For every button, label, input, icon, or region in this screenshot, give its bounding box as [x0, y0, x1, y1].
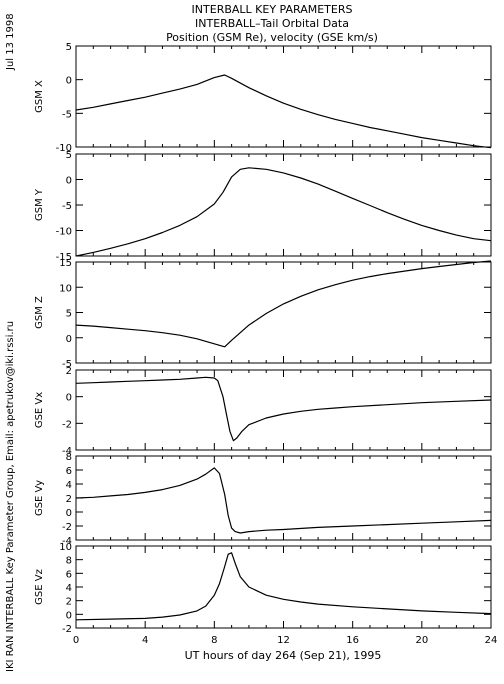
y-tick-label: -15 [56, 252, 72, 263]
y-axis-label: GSE Vy [34, 480, 45, 516]
title-line-3: Position (GSM Re), velocity (GSE km/s) [166, 31, 378, 44]
x-axis-label: UT hours of day 264 (Sep 21), 1995 [185, 649, 382, 662]
panel-6: -2 0 2 4 6 8 10 GSE Vz [34, 542, 492, 635]
panel-frame [75, 261, 492, 364]
y-tick-label: 0 [66, 176, 72, 187]
x-tick-label: 4 [142, 635, 148, 646]
title-line-2: INTERBALL–Tail Orbital Data [195, 17, 349, 30]
x-tick-label: 16 [346, 635, 359, 646]
panel-4: -4 -2 0 2 GSE Vx [34, 366, 492, 457]
x-tick-label: 12 [277, 635, 290, 646]
y-tick-label: 4 [66, 583, 72, 594]
y-axis-label: GSM Y [34, 188, 45, 221]
series-line [75, 74, 492, 149]
y-tick-label: 0 [66, 76, 72, 87]
y-tick-label: 8 [66, 556, 72, 567]
y-tick-label: 0 [66, 334, 72, 345]
y-tick-label: -10 [56, 143, 72, 154]
y-tick-label: 0 [66, 610, 72, 621]
y-tick-label: 6 [66, 569, 72, 580]
panel-frame [75, 369, 492, 451]
y-tick-label: 0 [66, 508, 72, 519]
series-line [75, 467, 492, 534]
y-axis-label: GSE Vx [34, 392, 45, 428]
y-axis-label: GSM Z [34, 296, 45, 329]
panel-frame [75, 45, 492, 148]
y-tick-label: -10 [56, 227, 72, 238]
series-line [75, 552, 492, 621]
date-stamp: Jul 13 1998 [5, 13, 16, 71]
y-tick-label: -4 [62, 536, 72, 547]
title-line-1: INTERBALL KEY PARAMETERS [192, 3, 353, 16]
y-tick-label: 5 [66, 150, 72, 161]
y-tick-label: -5 [62, 109, 72, 120]
y-tick-label: 6 [66, 466, 72, 477]
panel-1: -10 -5 0 5 GSM X [34, 42, 492, 154]
y-tick-label: 10 [59, 542, 72, 553]
series-line [75, 376, 492, 442]
x-tick-label: 24 [485, 635, 498, 646]
y-tick-label: -2 [62, 419, 72, 430]
y-tick-label: 5 [66, 42, 72, 53]
y-tick-label: 10 [59, 283, 72, 294]
y-tick-label: 5 [66, 309, 72, 320]
panel-3: -5 0 5 10 15 GSM Z [34, 258, 492, 370]
series-line [75, 167, 492, 257]
y-tick-label: 2 [66, 366, 72, 377]
y-axis-label: GSM X [34, 80, 45, 113]
y-tick-label: 2 [66, 597, 72, 608]
panel-frame [75, 455, 492, 541]
y-tick-label: 2 [66, 494, 72, 505]
y-tick-label: -2 [62, 522, 72, 533]
y-tick-label: -5 [62, 201, 72, 212]
credit-label: IKI RAN INTERBALL Key Parameter Group, E… [5, 321, 16, 672]
x-tick-label: 20 [415, 635, 428, 646]
y-tick-label: 15 [59, 258, 72, 269]
panel-frame [75, 545, 492, 629]
panel-5: -4 -2 0 2 4 6 8 GSE Vy [34, 452, 492, 547]
y-tick-label: 0 [66, 393, 72, 404]
x-tick-label: 0 [73, 635, 79, 646]
y-tick-label: -4 [62, 446, 72, 457]
series-line [75, 260, 492, 348]
y-tick-label: -2 [62, 624, 72, 635]
panel-2: -15 -10 -5 0 5 GSM Y [34, 150, 492, 263]
y-tick-label: -5 [62, 359, 72, 370]
y-tick-label: 4 [66, 480, 72, 491]
y-axis-label: GSE Vz [34, 569, 45, 605]
y-tick-label: 8 [66, 452, 72, 463]
x-tick-label: 8 [211, 635, 217, 646]
panels-group: -10 -5 0 5 GSM X -15 -10 -5 0 5 GSM Y -5 0 5 10 15 GSM Z… [34, 42, 497, 646]
